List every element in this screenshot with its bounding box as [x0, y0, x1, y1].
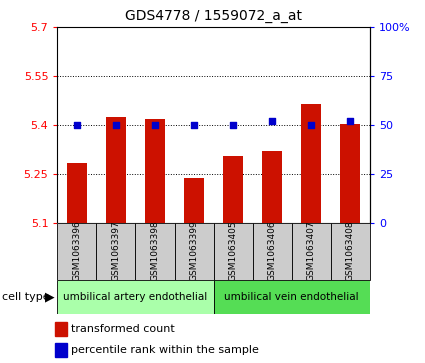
Bar: [57, 223, 96, 280]
Bar: [67, 163, 87, 223]
Point: [74, 122, 80, 128]
Text: GSM1063399: GSM1063399: [190, 220, 198, 281]
Point: [269, 118, 275, 124]
Bar: [145, 119, 165, 223]
Bar: [55, 322, 67, 336]
Text: ▶: ▶: [45, 290, 55, 303]
Text: GSM1063408: GSM1063408: [346, 220, 355, 281]
Point: [347, 118, 354, 124]
Text: transformed count: transformed count: [71, 324, 175, 334]
Text: GSM1063405: GSM1063405: [229, 220, 238, 281]
Text: GSM1063398: GSM1063398: [150, 220, 159, 281]
Point: [191, 122, 198, 128]
Text: GSM1063396: GSM1063396: [72, 220, 82, 281]
Bar: [340, 123, 360, 223]
Bar: [301, 104, 321, 223]
Bar: [175, 223, 213, 280]
Point: [113, 122, 119, 128]
Text: umbilical artery endothelial: umbilical artery endothelial: [63, 292, 207, 302]
Point: [152, 122, 159, 128]
Text: GSM1063406: GSM1063406: [268, 220, 277, 281]
Bar: [57, 280, 213, 314]
Bar: [252, 223, 292, 280]
Bar: [96, 223, 136, 280]
Text: GSM1063397: GSM1063397: [111, 220, 120, 281]
Point: [230, 122, 236, 128]
Point: [308, 122, 314, 128]
Bar: [331, 223, 370, 280]
Bar: [106, 117, 126, 223]
Bar: [55, 343, 67, 357]
Title: GDS4778 / 1559072_a_at: GDS4778 / 1559072_a_at: [125, 9, 302, 24]
Bar: [213, 223, 252, 280]
Bar: [223, 156, 243, 223]
Text: percentile rank within the sample: percentile rank within the sample: [71, 345, 259, 355]
Bar: [213, 280, 370, 314]
Text: umbilical vein endothelial: umbilical vein endothelial: [224, 292, 359, 302]
Text: GSM1063407: GSM1063407: [307, 220, 316, 281]
Text: cell type: cell type: [2, 292, 50, 302]
Bar: [184, 178, 204, 223]
Bar: [262, 151, 282, 223]
Bar: [136, 223, 175, 280]
Bar: [292, 223, 331, 280]
